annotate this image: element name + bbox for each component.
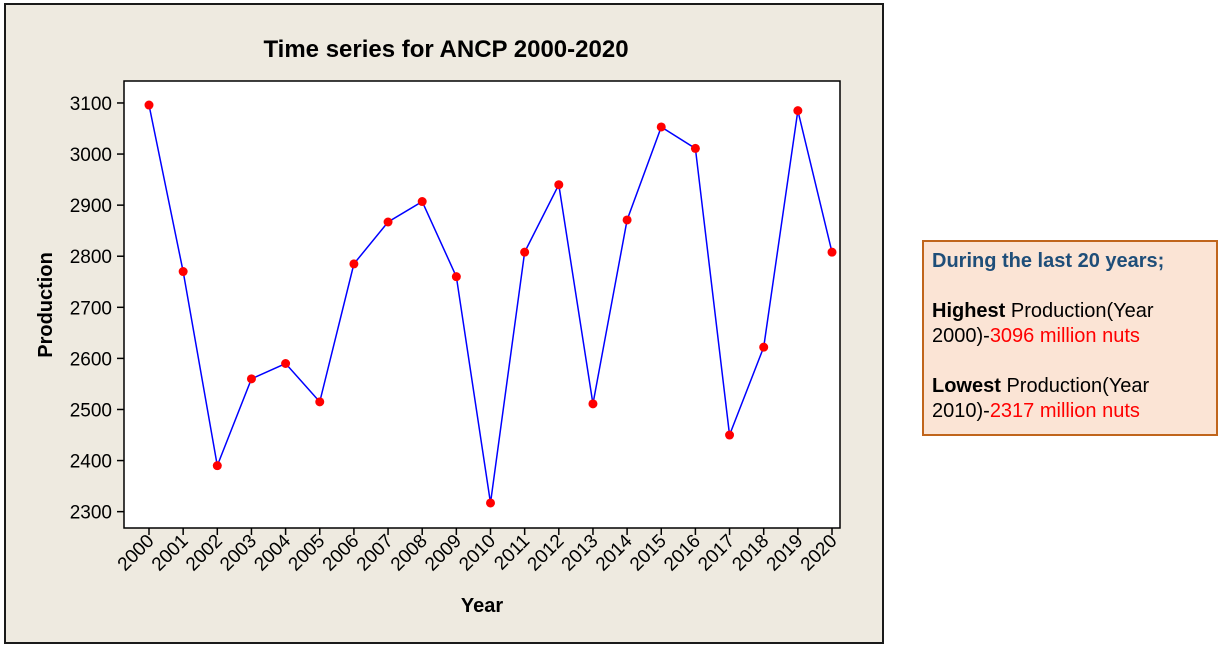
data-point	[383, 217, 393, 227]
data-point	[520, 247, 530, 257]
x-tick-label: 2004	[250, 530, 295, 575]
lowest-label: Lowest	[932, 375, 1001, 397]
y-tick-label: 2300	[70, 503, 112, 524]
data-point	[793, 106, 803, 116]
lowest-note: Lowest Production(Year 2010)-2317 millio…	[932, 374, 1208, 424]
x-tick-label: 2009	[421, 531, 466, 576]
info-heading: During the last 20 years;	[932, 250, 1165, 272]
data-point	[554, 180, 564, 190]
data-point	[486, 498, 495, 508]
x-tick-label: 2019	[763, 531, 808, 576]
y-tick-label: 2900	[70, 196, 112, 217]
chart-title: Time series for ANCP 2000-2020	[263, 36, 628, 63]
x-tick-label: 2014	[592, 530, 637, 575]
data-point	[144, 100, 154, 110]
highest-label: Highest	[932, 300, 1006, 322]
data-point	[246, 374, 256, 384]
y-tick-label: 2800	[70, 247, 112, 268]
data-point	[656, 122, 666, 132]
x-tick-label: 2011	[490, 531, 534, 575]
info-box: During the last 20 years; Highest Produc…	[922, 240, 1218, 436]
data-point	[417, 197, 427, 207]
x-tick-label: 2010	[455, 531, 500, 576]
lowest-value: 2317 million nuts	[989, 400, 1140, 422]
data-point	[315, 397, 325, 407]
x-tick-label: 2015	[626, 531, 671, 576]
x-tick-label: 2007	[353, 531, 398, 576]
chart-svg: Time series for ANCP 2000-2020 230024002…	[35, 36, 842, 617]
data-point	[725, 430, 735, 440]
x-tick-label: 2000	[114, 531, 159, 576]
y-tick-label: 3100	[70, 94, 112, 115]
data-point	[588, 399, 598, 409]
x-tick-label: 2016	[660, 531, 705, 576]
data-point	[212, 461, 222, 471]
y-axis-label: Production	[35, 252, 57, 358]
x-tick-label: 2006	[319, 531, 364, 576]
chart-frame: Time series for ANCP 2000-2020 2300 2400 2…	[4, 3, 884, 644]
highest-text: Production(Year 2000)-	[932, 300, 1154, 347]
highest-note: Highest Production(Year 2000)-3096 milli…	[932, 299, 1208, 349]
x-tick-label: 2018	[728, 531, 773, 576]
lowest-text: Production(Year 2010)-	[932, 375, 1150, 422]
y-tick-label: 3000	[70, 145, 112, 166]
x-tick-label: 2020	[797, 531, 842, 576]
x-tick-label: 2012	[524, 531, 569, 576]
y-tick-label: 2500	[70, 400, 112, 421]
data-point	[178, 267, 188, 277]
series-layer	[144, 100, 837, 508]
highest-value: 3096 million nuts	[989, 325, 1140, 347]
data-point	[451, 272, 461, 282]
x-tick-label: 2013	[558, 531, 603, 576]
data-point	[281, 359, 291, 369]
y-tick-label: 2400	[70, 452, 112, 473]
x-axis: 2000200120022003200420052006200720082009…	[114, 528, 842, 575]
x-tick-label: 2017	[694, 531, 739, 576]
data-point	[827, 247, 837, 257]
data-point	[690, 143, 700, 153]
x-tick-label: 2002	[182, 531, 227, 576]
plot-area	[123, 80, 841, 529]
data-point	[759, 342, 769, 352]
x-tick-label: 2003	[216, 531, 261, 576]
y-axis: 2300 2400 2500 2600 2700 2800 2900 3000 3100	[70, 94, 124, 524]
data-point	[349, 259, 359, 269]
y-tick-label: 2700	[70, 298, 112, 319]
x-axis-label: Year	[461, 595, 503, 617]
x-tick-label: 2001	[148, 531, 193, 576]
x-tick-label: 2008	[387, 531, 432, 576]
data-point	[622, 215, 632, 225]
x-tick-label: 2005	[285, 531, 330, 576]
y-tick-label: 2600	[70, 349, 112, 370]
